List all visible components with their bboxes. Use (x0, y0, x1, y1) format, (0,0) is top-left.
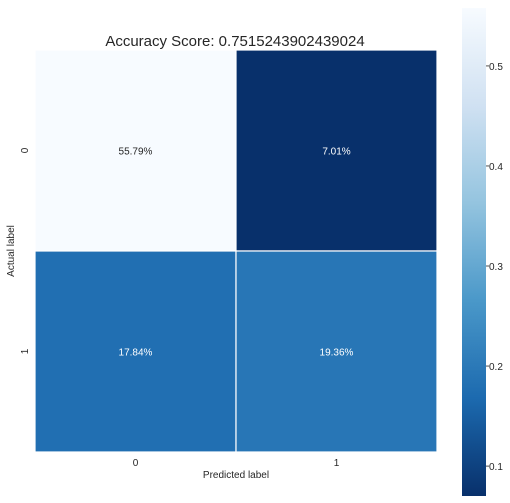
cell-annotation: 19.36% (320, 348, 354, 359)
y-axis: 01 (20, 147, 31, 354)
y-axis-label: Actual label (6, 225, 17, 277)
heatmap-cell (235, 250, 438, 453)
colorbar-tick-label: 0.5 (489, 62, 503, 73)
chart-title: Accuracy Score: 0.7515243902439024 (105, 33, 364, 50)
y-tick-label: 1 (20, 348, 31, 354)
x-axis-label: Predicted label (203, 470, 269, 481)
heatmap-cell (34, 49, 237, 252)
colorbar-tick-label: 0.3 (489, 262, 503, 273)
x-tick-label: 0 (133, 458, 139, 469)
colorbar-tick-label: 0.4 (489, 162, 503, 173)
y-tick-label: 0 (20, 147, 31, 153)
heatmap-cell (34, 250, 237, 453)
colorbar (462, 8, 486, 496)
cell-annotation: 17.84% (119, 348, 153, 359)
colorbar-tick-label: 0.2 (489, 362, 503, 373)
heatmap-cells: 55.79% 7.01% 17.84% 19.36% (34, 49, 438, 453)
cell-annotation: 7.01% (322, 147, 350, 158)
heatmap-cell (235, 49, 438, 252)
colorbar-ticks: 0.1 0.2 0.3 0.4 0.5 (486, 62, 503, 473)
colorbar-tick-label: 0.1 (489, 462, 503, 473)
x-tick-label: 1 (334, 458, 340, 469)
cell-annotation: 55.79% (119, 147, 153, 158)
